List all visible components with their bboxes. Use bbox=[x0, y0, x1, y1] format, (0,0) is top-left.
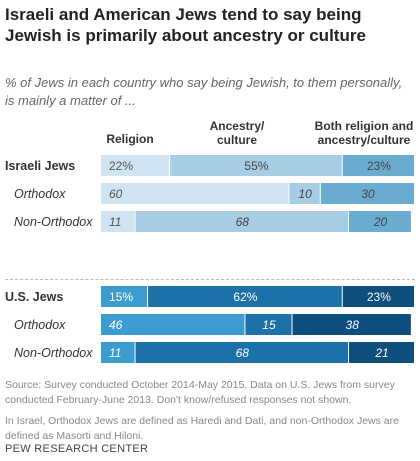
data-label: 21 bbox=[374, 346, 388, 360]
bar-segment bbox=[101, 286, 148, 307]
data-label: 11 bbox=[109, 215, 121, 229]
data-label: 15% bbox=[109, 290, 133, 304]
data-label: 68 bbox=[236, 215, 250, 229]
publisher-brand: PEW RESEARCH CENTER bbox=[5, 443, 149, 455]
definition-note: In Israel, Orthodox Jews are defined as … bbox=[5, 415, 399, 442]
bar-segment bbox=[292, 314, 411, 335]
data-label: 23% bbox=[367, 159, 391, 173]
row-label: Non-Orthodox bbox=[14, 346, 93, 360]
bar-segment bbox=[101, 314, 245, 335]
bar-segment bbox=[101, 183, 289, 204]
bar-segment bbox=[101, 211, 135, 232]
bar-segment bbox=[342, 155, 414, 176]
row-label: Orthodox bbox=[14, 318, 66, 332]
data-label: 38 bbox=[346, 318, 360, 332]
data-label: 46 bbox=[109, 318, 123, 332]
bar-segment bbox=[349, 211, 411, 232]
data-label: 55% bbox=[244, 159, 268, 173]
data-label: 15 bbox=[262, 318, 276, 332]
row-label: Israeli Jews bbox=[5, 159, 75, 173]
source-note: Source: Survey conducted October 2014-Ma… bbox=[5, 379, 395, 406]
group-divider bbox=[5, 279, 415, 280]
bar-segment bbox=[342, 286, 414, 307]
data-label: 60 bbox=[109, 187, 123, 201]
data-label: 62% bbox=[233, 290, 257, 304]
chart-subtitle: % of Jews in each country who say being … bbox=[5, 75, 403, 108]
row-label: U.S. Jews bbox=[5, 290, 63, 304]
column-header-2-line-1: ancestry/culture bbox=[318, 133, 411, 147]
column-header-1-line-0: Ancestry/ bbox=[210, 119, 265, 133]
row-label: Non-Orthodox bbox=[14, 215, 93, 229]
bar-segment bbox=[101, 155, 170, 176]
bar-segment bbox=[170, 155, 342, 176]
bar-segment bbox=[101, 342, 135, 363]
bar-segment bbox=[245, 314, 292, 335]
bar-segment bbox=[148, 286, 342, 307]
stacked-bar-chart: Religion Ancestry/culture Both religion an… bbox=[5, 119, 414, 363]
data-label: 10 bbox=[298, 187, 312, 201]
data-label: 11 bbox=[109, 346, 121, 360]
bar-segment bbox=[349, 342, 414, 363]
data-label: 68 bbox=[236, 346, 250, 360]
column-header-0-line-0: Religion bbox=[106, 132, 153, 146]
chart-title: Israeli and American Jews tend to say be… bbox=[5, 5, 366, 45]
column-header-1-line-1: culture bbox=[217, 133, 257, 147]
bar-segment bbox=[135, 211, 349, 232]
bar-segment bbox=[320, 183, 414, 204]
data-label: 20 bbox=[373, 215, 388, 229]
bar-segment bbox=[135, 342, 349, 363]
data-label: 23% bbox=[367, 290, 391, 304]
data-label: 30 bbox=[361, 187, 375, 201]
bar-segment bbox=[289, 183, 320, 204]
row-label: Orthodox bbox=[14, 187, 66, 201]
column-header-2-line-0: Both religion and bbox=[315, 119, 414, 133]
data-label: 22% bbox=[109, 159, 133, 173]
